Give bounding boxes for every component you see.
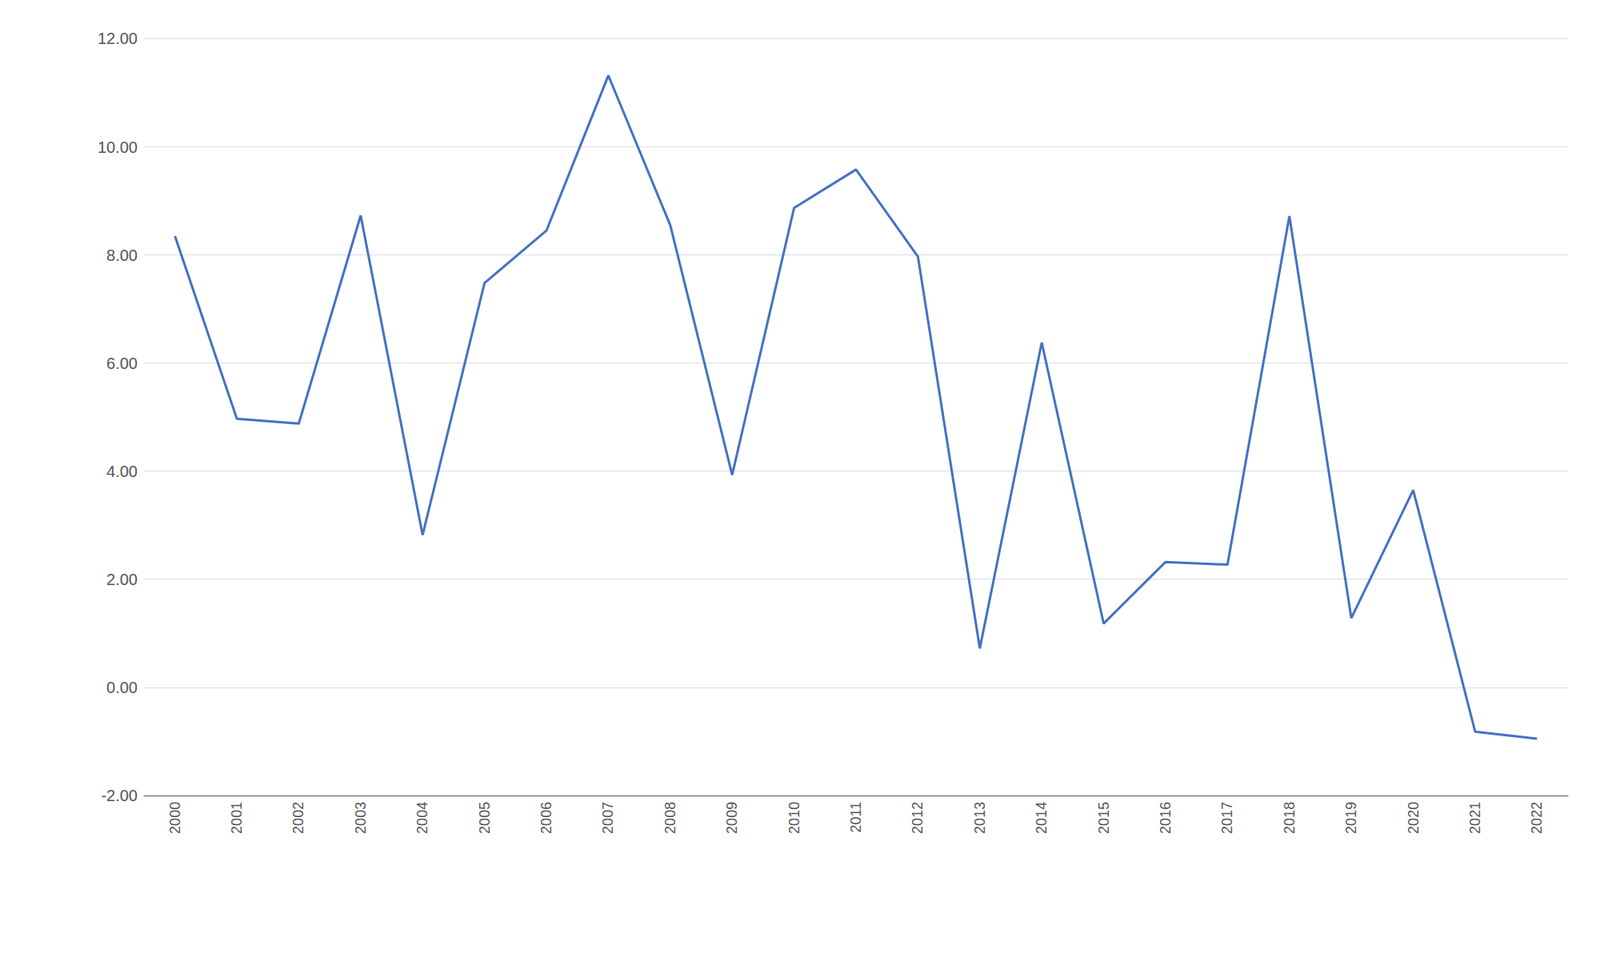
svg-text:2008: 2008 [662, 801, 679, 834]
svg-text:2013: 2013 [972, 801, 988, 834]
svg-text:2006: 2006 [538, 801, 555, 834]
svg-text:2007: 2007 [600, 801, 616, 834]
svg-text:2009: 2009 [724, 801, 740, 834]
svg-text:2018: 2018 [1281, 801, 1298, 834]
svg-text:2005: 2005 [476, 801, 493, 834]
svg-text:2.00: 2.00 [106, 570, 138, 588]
svg-text:2004: 2004 [414, 801, 431, 834]
svg-text:12.00: 12.00 [97, 29, 138, 48]
svg-text:6.00: 6.00 [106, 354, 138, 372]
svg-text:2010: 2010 [786, 801, 803, 834]
svg-text:2020: 2020 [1405, 801, 1422, 834]
svg-text:2012: 2012 [909, 801, 926, 834]
svg-text:2022: 2022 [1528, 801, 1545, 834]
svg-text:2017: 2017 [1219, 801, 1236, 834]
svg-text:2000: 2000 [167, 801, 184, 834]
svg-text:2011: 2011 [848, 801, 864, 833]
svg-text:2019: 2019 [1343, 801, 1360, 834]
svg-text:2001: 2001 [228, 801, 245, 834]
svg-text:2002: 2002 [290, 801, 307, 834]
svg-text:8.00: 8.00 [106, 246, 138, 264]
svg-text:4.00: 4.00 [106, 462, 138, 480]
svg-text:2016: 2016 [1157, 801, 1174, 834]
svg-text:0.00: 0.00 [106, 678, 138, 696]
svg-text:2014: 2014 [1033, 801, 1050, 834]
svg-text:2015: 2015 [1096, 801, 1112, 834]
svg-text:-2.00: -2.00 [100, 786, 138, 804]
svg-text:10.00: 10.00 [97, 138, 138, 156]
svg-text:2021: 2021 [1467, 801, 1484, 834]
svg-text:2003: 2003 [352, 801, 369, 834]
